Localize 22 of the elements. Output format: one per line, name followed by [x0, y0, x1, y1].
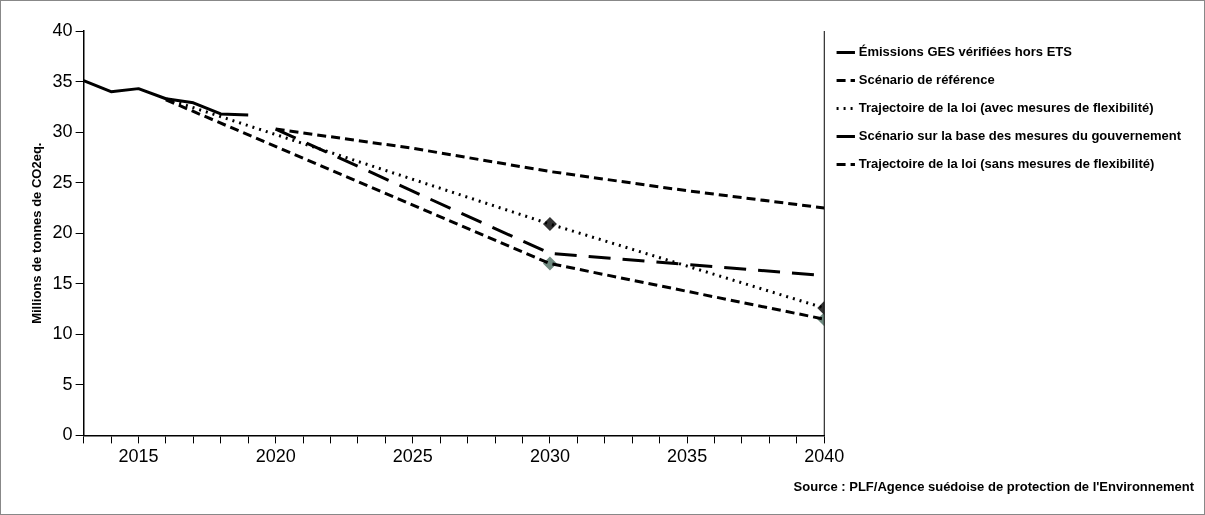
y-tick-label: 30 [52, 121, 73, 142]
y-tick-label: 15 [52, 272, 73, 293]
y-tick-label: 20 [52, 222, 73, 243]
legend-label: Scénario sur la base des mesures du gouvernement [858, 128, 1182, 144]
x-tick-label: 2025 [392, 446, 433, 467]
legend-label: Trajectoire de la loi (avec mesures de flexibilité) [858, 100, 1154, 116]
x-tick-label: 2030 [529, 446, 570, 467]
x-tick-label: 2015 [118, 446, 159, 467]
y-tick-label: 5 [62, 373, 73, 394]
y-tick-label: 10 [52, 323, 73, 344]
x-tick-label: 2020 [255, 446, 296, 467]
y-axis-title: Millions de tonnes de CO2eq. [29, 142, 45, 324]
legend-label: Trajectoire de la loi (sans mesures de flexibilité) [858, 156, 1155, 172]
y-tick-label: 25 [52, 171, 73, 192]
y-tick-label: 40 [52, 19, 73, 40]
legend-label: Scénario de référence [858, 72, 995, 88]
x-tick-label: 2035 [667, 446, 708, 467]
x-tick-label: 2040 [804, 446, 845, 467]
source-note: Source : PLF/Agence suédoise de protection de l'Environnement [793, 479, 1194, 494]
y-tick-label: 35 [52, 70, 73, 91]
legend-label: Émissions GES vérifiées hors ETS [858, 44, 1073, 60]
y-tick-label: 0 [62, 424, 73, 445]
